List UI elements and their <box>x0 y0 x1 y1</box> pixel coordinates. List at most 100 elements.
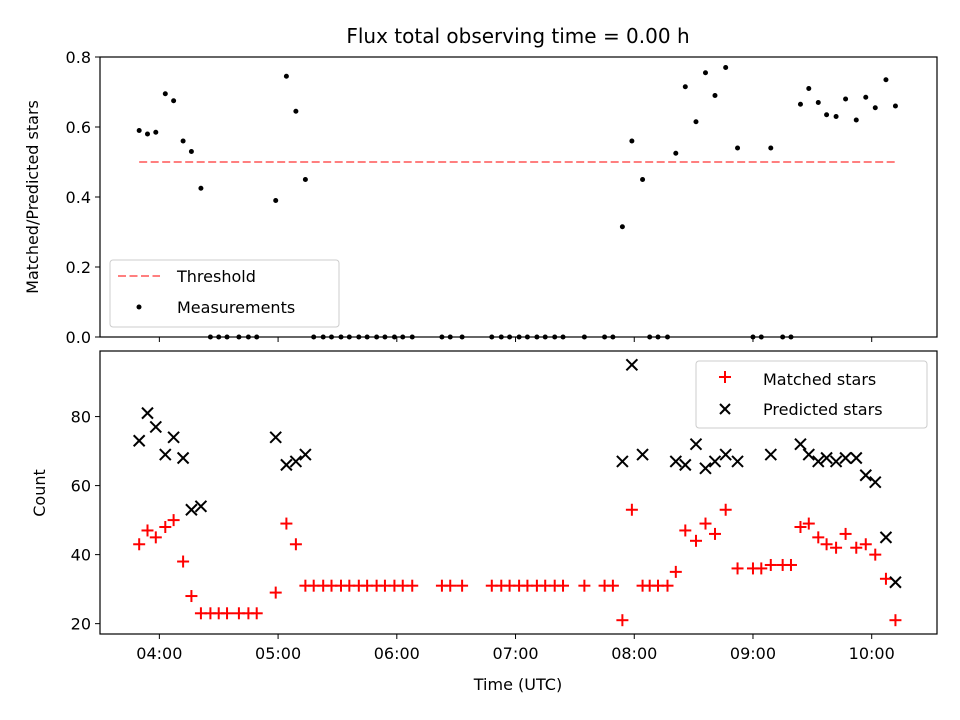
predicted-star-point <box>889 576 902 589</box>
matched-star-point <box>289 538 302 551</box>
predicted-star-point <box>636 448 649 461</box>
measurement-point <box>883 77 889 83</box>
matched-star-point <box>159 521 172 534</box>
predicted-star-point <box>794 437 807 451</box>
measurement-point <box>640 177 646 182</box>
measurement-point <box>712 93 718 98</box>
measurement-point <box>843 96 849 102</box>
predicted-star-point <box>280 458 293 472</box>
measurement-point <box>273 198 279 203</box>
predicted-star-point <box>764 448 777 461</box>
predicted-star-point <box>194 500 208 513</box>
top-y-axis: 0.0 0.2 0.4 0.6 0.8 <box>66 48 100 347</box>
matched-star-point <box>177 555 190 568</box>
predicted-star-point <box>269 431 282 444</box>
matched-star-point <box>731 562 744 575</box>
x-tick-label: 07:00 <box>492 644 538 663</box>
matched-star-point <box>794 521 807 534</box>
predicted-star-point <box>159 448 172 461</box>
measurement-point <box>153 129 159 135</box>
x-axis-label: Time (UTC) <box>473 675 562 694</box>
measurement-point <box>853 117 859 123</box>
matched-star-point <box>859 538 872 551</box>
matched-star-point <box>889 614 902 627</box>
measurement-point <box>673 150 679 156</box>
bottom-legend-box <box>695 360 928 429</box>
matched-star-point <box>802 517 815 530</box>
matched-star-point <box>625 503 638 516</box>
matched-star-point <box>444 579 457 592</box>
bottom-plot-frame <box>99 350 938 635</box>
matched-star-point <box>149 531 162 544</box>
predicted-star-point <box>679 458 692 472</box>
predicted-star-point <box>625 358 639 372</box>
matched-star-point <box>269 586 282 599</box>
measurement-point <box>735 145 741 151</box>
measurement-point <box>872 105 878 111</box>
matched-star-point <box>839 527 852 540</box>
measurement-point <box>806 86 812 91</box>
predicted-star-point <box>185 503 198 516</box>
predicted-star-point <box>731 455 744 468</box>
matched-star-point <box>850 541 863 554</box>
bottom-x-axis: 04:00 05:00 06:00 07:00 08:00 09:00 10:00 <box>136 634 895 663</box>
predicted-star-point <box>669 455 683 468</box>
legend-matched-swatch <box>719 371 731 383</box>
matched-star-point <box>708 527 721 540</box>
x-tick-label: 04:00 <box>136 644 182 663</box>
bottom-y-axis: 20 40 60 80 <box>71 408 100 634</box>
matched-star-point <box>879 572 892 585</box>
measurement-point <box>797 101 803 107</box>
matched-star-point <box>820 538 833 551</box>
measurement-point <box>892 103 898 109</box>
bottom-panel: 20 40 60 80 04:00 05:00 06:00 07:00 08:00 09:00 1… <box>30 350 938 694</box>
matched-star-point <box>280 517 293 530</box>
matched-star-point <box>141 524 154 537</box>
matched-star-point <box>661 579 674 592</box>
predicted-star-point <box>176 451 190 465</box>
bottom-y-tick-label: 80 <box>71 408 91 427</box>
predicted-star-point <box>141 406 154 420</box>
measurement-point <box>682 84 688 90</box>
legend-predicted-label: Predicted stars <box>763 400 883 419</box>
matched-star-point <box>689 534 702 547</box>
bottom-legend: Matched stars Predicted stars <box>695 360 928 429</box>
measurement-point <box>162 91 168 97</box>
legend-measurements-swatch <box>136 304 142 310</box>
measurement-point <box>629 138 635 144</box>
bottom-y-tick-label: 20 <box>71 615 91 634</box>
x-tick-label: 06:00 <box>374 644 420 663</box>
matched-star-point <box>699 517 712 530</box>
legend-measurements-label: Measurements <box>177 298 295 317</box>
legend-threshold-label: Threshold <box>176 267 256 286</box>
measurement-point <box>863 94 869 100</box>
predicted-star-point <box>802 448 815 461</box>
top-legend: Threshold Measurements <box>109 259 340 328</box>
top-y-tick-label: 0.4 <box>66 188 91 207</box>
top-x-axis <box>158 337 873 342</box>
measurement-point <box>302 177 308 182</box>
matched-star-point <box>679 524 692 537</box>
top-y-tick-label: 0.6 <box>66 118 91 137</box>
matched-star-point <box>812 531 825 544</box>
matched-star-point <box>719 503 732 516</box>
predicted-star-point <box>299 448 312 461</box>
matched-star-point <box>755 562 768 575</box>
matched-star-point <box>784 558 797 571</box>
predicted-star-point <box>829 455 843 468</box>
x-tick-label: 05:00 <box>255 644 301 663</box>
top-y-tick-label: 0.2 <box>66 258 91 277</box>
top-y-tick-label: 0.8 <box>66 48 91 67</box>
predicted-star-point <box>149 420 163 434</box>
predicted-star-point <box>719 448 732 461</box>
predicted-star-point <box>850 451 863 465</box>
predicted-star-point <box>879 531 893 544</box>
matched-star-point <box>669 565 682 578</box>
measurement-point <box>619 224 625 230</box>
measurement-point <box>815 100 821 105</box>
matched-star-point <box>616 614 629 627</box>
measurement-point <box>198 185 204 191</box>
measurement-point <box>171 98 177 104</box>
matched-star-point <box>133 538 146 551</box>
